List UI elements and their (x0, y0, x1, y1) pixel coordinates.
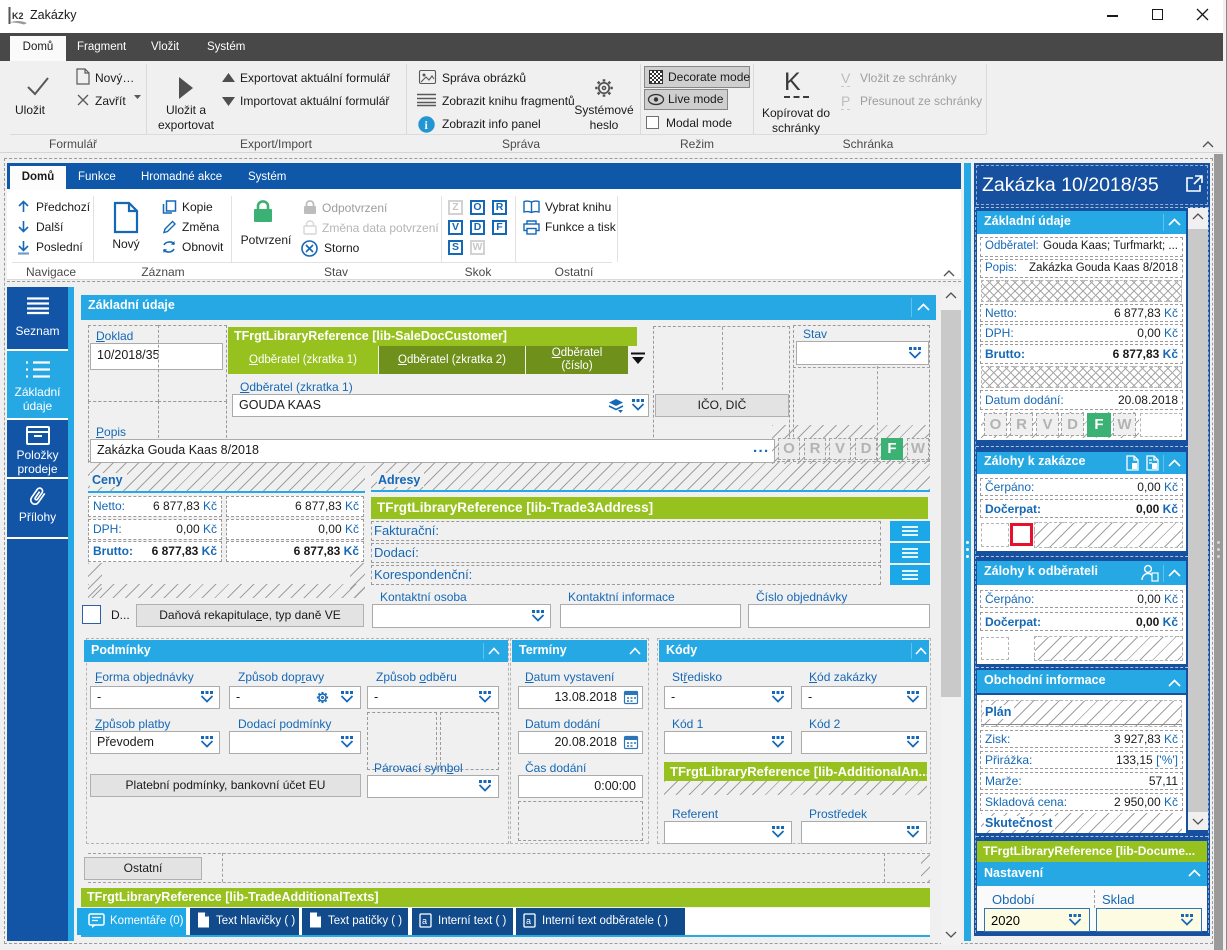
svg-text:K2: K2 (12, 11, 24, 21)
svg-text:a: a (422, 916, 427, 926)
svg-text:a: a (526, 916, 531, 926)
svg-text:i: i (425, 118, 429, 132)
